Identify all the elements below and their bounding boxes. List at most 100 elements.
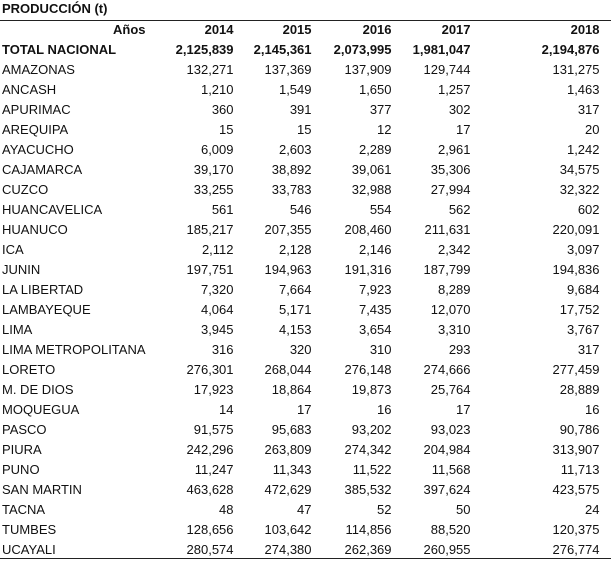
cell: 7,435	[358, 302, 392, 317]
cell: 18,864	[271, 382, 312, 397]
cell: 93,023	[430, 422, 471, 437]
cell: 35,306	[430, 162, 471, 177]
cell: 25,764	[430, 382, 471, 397]
row-label: LIMA METROPOLITANA	[2, 342, 146, 357]
cell: 17	[456, 122, 471, 137]
cell: 33,783	[271, 182, 312, 197]
header-2017: 2017	[441, 22, 471, 37]
cell: 39,170	[193, 162, 234, 177]
table-row: UCAYALI 280,574 274,380 262,369 260,955 276,7…	[0, 540, 606, 560]
cell: 397,624	[423, 482, 471, 497]
header-years: Años	[113, 22, 146, 37]
cell: 602	[577, 202, 600, 217]
cell: 11,343	[272, 462, 312, 477]
cell: 20	[585, 122, 600, 137]
row-label: TACNA	[2, 502, 46, 517]
row-label: AYACUCHO	[2, 142, 74, 157]
cell: 472,629	[264, 482, 312, 497]
row-label: TOTAL NACIONAL	[2, 42, 117, 57]
table-row: JUNIN 197,751 194,963 191,316 187,799 194,836	[0, 260, 606, 280]
header-2018: 2018	[570, 22, 600, 37]
table-row: MOQUEGUA 14 17 16 17 16	[0, 400, 606, 420]
cell: 391	[289, 102, 312, 117]
cell: 17	[456, 402, 471, 417]
row-label: AREQUIPA	[2, 122, 69, 137]
cell: 17	[297, 402, 312, 417]
row-label: PASCO	[2, 422, 47, 437]
cell: 320	[289, 342, 312, 357]
cell: 2,145,361	[253, 42, 312, 57]
cell: 211,631	[424, 222, 471, 237]
table-row: PASCO 91,575 95,683 93,202 93,023 90,786	[0, 420, 606, 440]
cell: 2,128	[278, 242, 312, 257]
cell: 7,664	[278, 282, 312, 297]
row-label: CAJAMARCA	[2, 162, 83, 177]
cell: 207,355	[264, 222, 312, 237]
cell: 1,210	[200, 82, 234, 97]
table-row: LAMBAYEQUE 4,064 5,171 7,435 12,070 17,752	[0, 300, 606, 320]
cell: 194,963	[264, 262, 312, 277]
table-row: HUANUCO 185,217 207,355 208,460 211,631 220,0…	[0, 220, 606, 240]
cell: 34,575	[559, 162, 600, 177]
row-label: ICA	[2, 242, 24, 257]
cell: 3,654	[358, 322, 392, 337]
table-row: CAJAMARCA 39,170 38,892 39,061 35,306 34,575	[0, 160, 606, 180]
table-row: LIMA 3,945 4,153 3,654 3,310 3,767	[0, 320, 606, 340]
cell: 12,070	[430, 302, 471, 317]
cell: 316	[211, 342, 234, 357]
row-label: ANCASH	[2, 82, 57, 97]
table-row: TUMBES 128,656 103,642 114,856 88,520 120,375	[0, 520, 606, 540]
table-row: HUANCAVELICA 561 546 554 562 602	[0, 200, 606, 220]
cell: 120,375	[552, 522, 600, 537]
cell: 91,575	[193, 422, 234, 437]
cell: 8,289	[437, 282, 471, 297]
cell: 11,713	[560, 462, 600, 477]
table-row: PUNO 11,247 11,343 11,522 11,568 11,713	[0, 460, 606, 480]
table-row: AREQUIPA 15 15 12 17 20	[0, 120, 606, 140]
table-row: LORETO 276,301 268,044 276,148 274,666 277,45…	[0, 360, 606, 380]
cell: 185,217	[186, 222, 234, 237]
table-title: PRODUCCIÓN (t)	[2, 1, 108, 16]
cell: 317	[577, 102, 600, 117]
row-label: TUMBES	[2, 522, 57, 537]
cell: 137,909	[344, 62, 392, 77]
cell: 385,532	[344, 482, 392, 497]
cell: 268,044	[264, 362, 312, 377]
table-row: AYACUCHO 6,009 2,603 2,289 2,961 1,242	[0, 140, 606, 160]
cell: 28,889	[559, 382, 600, 397]
cell: 24	[585, 502, 600, 517]
header-2015: 2015	[282, 22, 312, 37]
cell: 463,628	[186, 482, 234, 497]
cell: 52	[377, 502, 392, 517]
cell: 3,945	[200, 322, 234, 337]
header-row: Años 2014 2015 2016 2017 2018	[0, 20, 606, 40]
production-table: Años 2014 2015 2016 2017 2018 TOTAL NACI…	[0, 20, 606, 560]
cell: 423,575	[552, 482, 600, 497]
cell: 1,981,047	[412, 42, 471, 57]
cell: 129,744	[423, 62, 471, 77]
cell: 17,923	[193, 382, 234, 397]
cell: 204,984	[423, 442, 471, 457]
cell: 2,961	[437, 142, 471, 157]
cell: 274,342	[344, 442, 392, 457]
cell: 220,091	[552, 222, 600, 237]
bottom-rule	[0, 558, 611, 559]
header-2016: 2016	[362, 22, 392, 37]
cell: 1,463	[566, 82, 600, 97]
cell: 313,907	[552, 442, 600, 457]
table-row: LIMA METROPOLITANA 316 320 310 293 317	[0, 340, 606, 360]
cell: 103,642	[264, 522, 312, 537]
cell: 262,369	[344, 542, 392, 557]
row-label: SAN MARTIN	[2, 482, 82, 497]
cell: 14	[219, 402, 234, 417]
cell: 242,296	[186, 442, 234, 457]
cell: 137,369	[264, 62, 312, 77]
cell: 3,310	[437, 322, 471, 337]
cell: 310	[369, 342, 392, 357]
cell: 2,342	[437, 242, 471, 257]
table-row: ANCASH 1,210 1,549 1,650 1,257 1,463	[0, 80, 606, 100]
cell: 302	[448, 102, 471, 117]
cell: 131,275	[552, 62, 600, 77]
row-label: M. DE DIOS	[2, 382, 74, 397]
table-row: TACNA 48 47 52 50 24	[0, 500, 606, 520]
